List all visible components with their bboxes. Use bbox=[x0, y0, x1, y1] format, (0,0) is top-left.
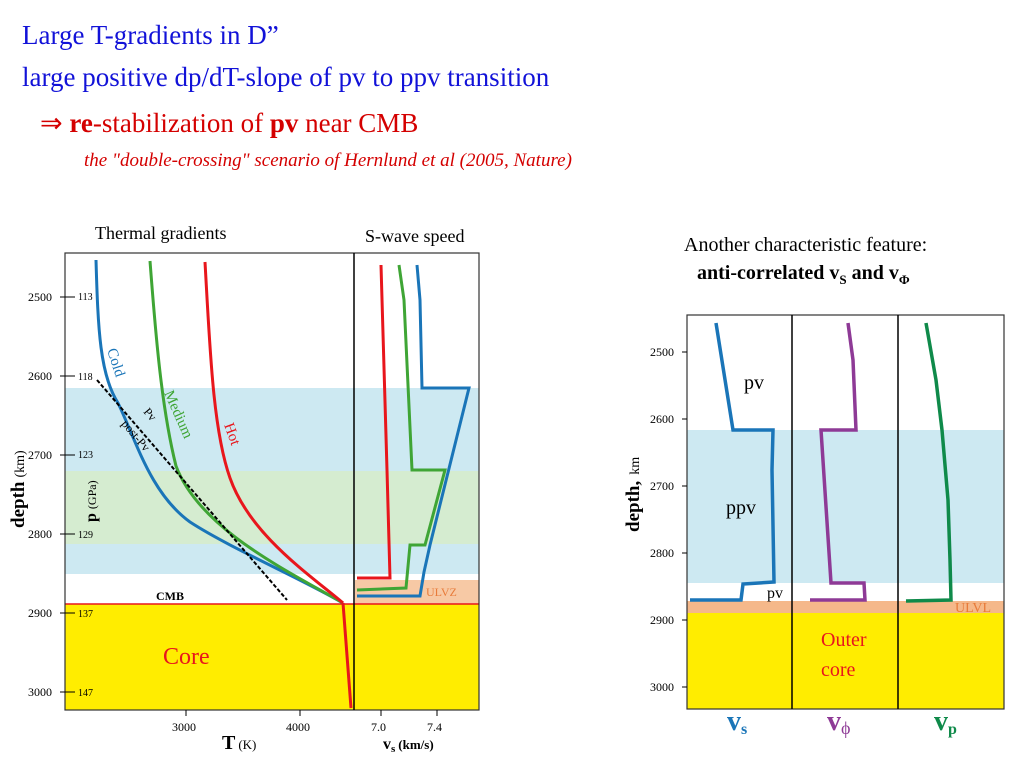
r-depth-3000: 3000 bbox=[650, 680, 674, 694]
depth-tick-2700: 2700 bbox=[28, 448, 52, 462]
right-title-line-2: anti-correlated vS and vΦ bbox=[697, 262, 910, 288]
r-depth-2900: 2900 bbox=[650, 613, 674, 627]
medium-geotherm bbox=[148, 260, 344, 605]
ulvz-band bbox=[355, 580, 479, 604]
pressure-tick-labels: 113 118 123 129 137 147 bbox=[78, 292, 93, 699]
ulvz-label: ULVZ bbox=[426, 585, 457, 599]
r-depth-2800: 2800 bbox=[650, 546, 674, 560]
p-tick-147: 147 bbox=[78, 688, 93, 699]
t-tick-3000: 3000 bbox=[172, 720, 196, 734]
pv-postpv-boundary bbox=[96, 379, 288, 601]
vs-axis-label: vs (km/s) bbox=[383, 736, 434, 755]
title-line-1: Large T-gradients in D” bbox=[22, 20, 279, 50]
left-figure: 2500 2600 2700 2800 2900 3000 113 118 12… bbox=[8, 252, 480, 755]
right-depth-tick-labels: 2500 2600 2700 2800 2900 3000 bbox=[650, 345, 674, 694]
title-line-2: large positive dp/dT-slope of pv to ppv … bbox=[22, 62, 550, 92]
vs-tick-74: 7.4 bbox=[427, 720, 442, 734]
pressure-tick-marks bbox=[65, 296, 75, 693]
pressure-axis-label: p(GPa) bbox=[83, 480, 100, 522]
depth-tick-labels: 2500 2600 2700 2800 2900 3000 bbox=[28, 290, 52, 699]
depth-tick-2800: 2800 bbox=[28, 527, 52, 541]
p-tick-129: 129 bbox=[78, 530, 93, 541]
depth-tick-3000: 3000 bbox=[28, 685, 52, 699]
right-frame bbox=[686, 314, 1005, 710]
vs-profile bbox=[690, 322, 776, 602]
vp-profile bbox=[905, 322, 953, 603]
s-wave-speed-caption: S-wave speed bbox=[365, 226, 465, 246]
left-frame bbox=[64, 252, 480, 711]
near-cmb-text: near CMB bbox=[298, 108, 419, 138]
right-title-line-1: Another characteristic feature: bbox=[684, 234, 928, 256]
stabilization-text: -stabilization of bbox=[92, 108, 270, 138]
outer-core-region bbox=[687, 613, 1004, 709]
depth-axis-label: depth(km) bbox=[8, 450, 29, 528]
p-tick-123: 123 bbox=[78, 450, 93, 461]
vs-profile-cold bbox=[357, 264, 471, 598]
vs-panel-label: vs bbox=[727, 706, 747, 738]
core-region bbox=[65, 604, 479, 710]
anti-correlated-text: anti-correlated v bbox=[697, 262, 840, 284]
green-band bbox=[65, 471, 479, 544]
vphi-panel-label: vϕ bbox=[827, 706, 850, 738]
sub-s: S bbox=[839, 272, 847, 287]
right-figure: 2500 2600 2700 2800 2900 3000 depth,km p… bbox=[623, 314, 1005, 738]
vphi-profile bbox=[810, 322, 867, 602]
ppv-label: ppv bbox=[726, 497, 756, 519]
citation-line: the "double-crossing" scenario of Hernlu… bbox=[84, 150, 572, 171]
p-tick-118: 118 bbox=[78, 372, 93, 383]
pv-bold: pv bbox=[269, 108, 299, 138]
cmb-label: CMB bbox=[156, 589, 184, 603]
vp-panel-label: vp bbox=[934, 706, 957, 738]
title-line-3: ⇒ re-stabilization of pv near CMB bbox=[40, 108, 418, 139]
right-depth-axis-label: depth,km bbox=[623, 457, 644, 532]
re-bold: re bbox=[69, 108, 93, 138]
and-text: and v bbox=[846, 262, 899, 284]
p-tick-113: 113 bbox=[78, 292, 93, 303]
core-label: Core bbox=[163, 644, 210, 670]
outer-core-label-2: core bbox=[821, 659, 856, 681]
vs-profile-hot bbox=[357, 264, 392, 580]
depth-tick-marks bbox=[60, 296, 65, 693]
hot-geotherm bbox=[203, 261, 344, 605]
r-depth-2500: 2500 bbox=[650, 345, 674, 359]
p-tick-137: 137 bbox=[78, 609, 93, 620]
sub-phi: Φ bbox=[898, 272, 910, 287]
t-axis-label: T (K) bbox=[222, 732, 256, 754]
vs-tick-70: 7.0 bbox=[371, 720, 386, 734]
t-tick-4000: 4000 bbox=[286, 720, 310, 734]
thermal-gradients-caption: Thermal gradients bbox=[95, 223, 227, 243]
pv-top-label: pv bbox=[744, 372, 764, 394]
pv-bottom-label: pv bbox=[767, 585, 783, 602]
vs-profile-medium bbox=[356, 264, 447, 592]
depth-tick-2500: 2500 bbox=[28, 290, 52, 304]
implies-arrow: ⇒ bbox=[40, 108, 63, 138]
r-depth-2600: 2600 bbox=[650, 412, 674, 426]
r-depth-2700: 2700 bbox=[650, 479, 674, 493]
ulvl-label: ULVL bbox=[955, 601, 991, 616]
ulvl-band bbox=[687, 601, 1004, 613]
core-geotherm bbox=[341, 602, 353, 709]
depth-tick-2900: 2900 bbox=[28, 606, 52, 620]
hot-label: Hot bbox=[220, 421, 243, 448]
outer-core-label-1: Outer bbox=[821, 629, 867, 651]
depth-tick-2600: 2600 bbox=[28, 369, 52, 383]
cold-geotherm bbox=[94, 259, 344, 605]
